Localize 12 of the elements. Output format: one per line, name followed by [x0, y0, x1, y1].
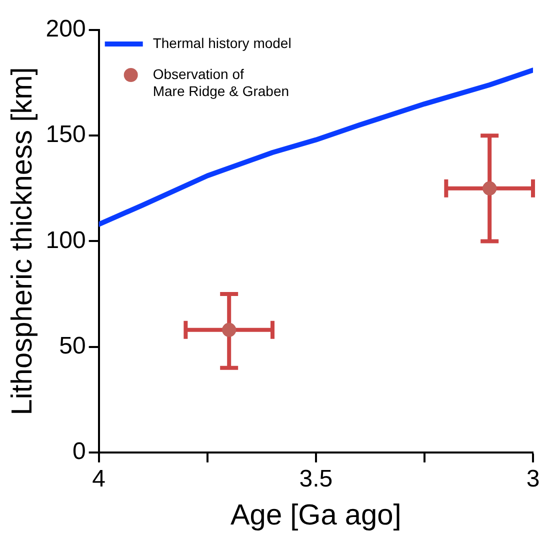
y-tick-label: 0	[72, 438, 86, 466]
x-axis-title: Age [Ga ago]	[230, 500, 402, 532]
y-tick-label: 100	[46, 226, 86, 254]
legend-label: Observation of Mare Ridge & Graben	[152, 66, 290, 99]
x-tick-label: 3	[526, 465, 540, 492]
x-tick-label: 3.5	[299, 465, 333, 492]
y-tick-label: 200	[46, 16, 86, 43]
y-tick-label: 50	[59, 332, 86, 360]
legend-label: Thermal history model	[152, 34, 292, 51]
y-axis-title: Lithospheric thickness [km]	[6, 67, 38, 416]
y-tick-label: 150	[46, 121, 86, 148]
x-tick-label: 4	[92, 465, 106, 492]
